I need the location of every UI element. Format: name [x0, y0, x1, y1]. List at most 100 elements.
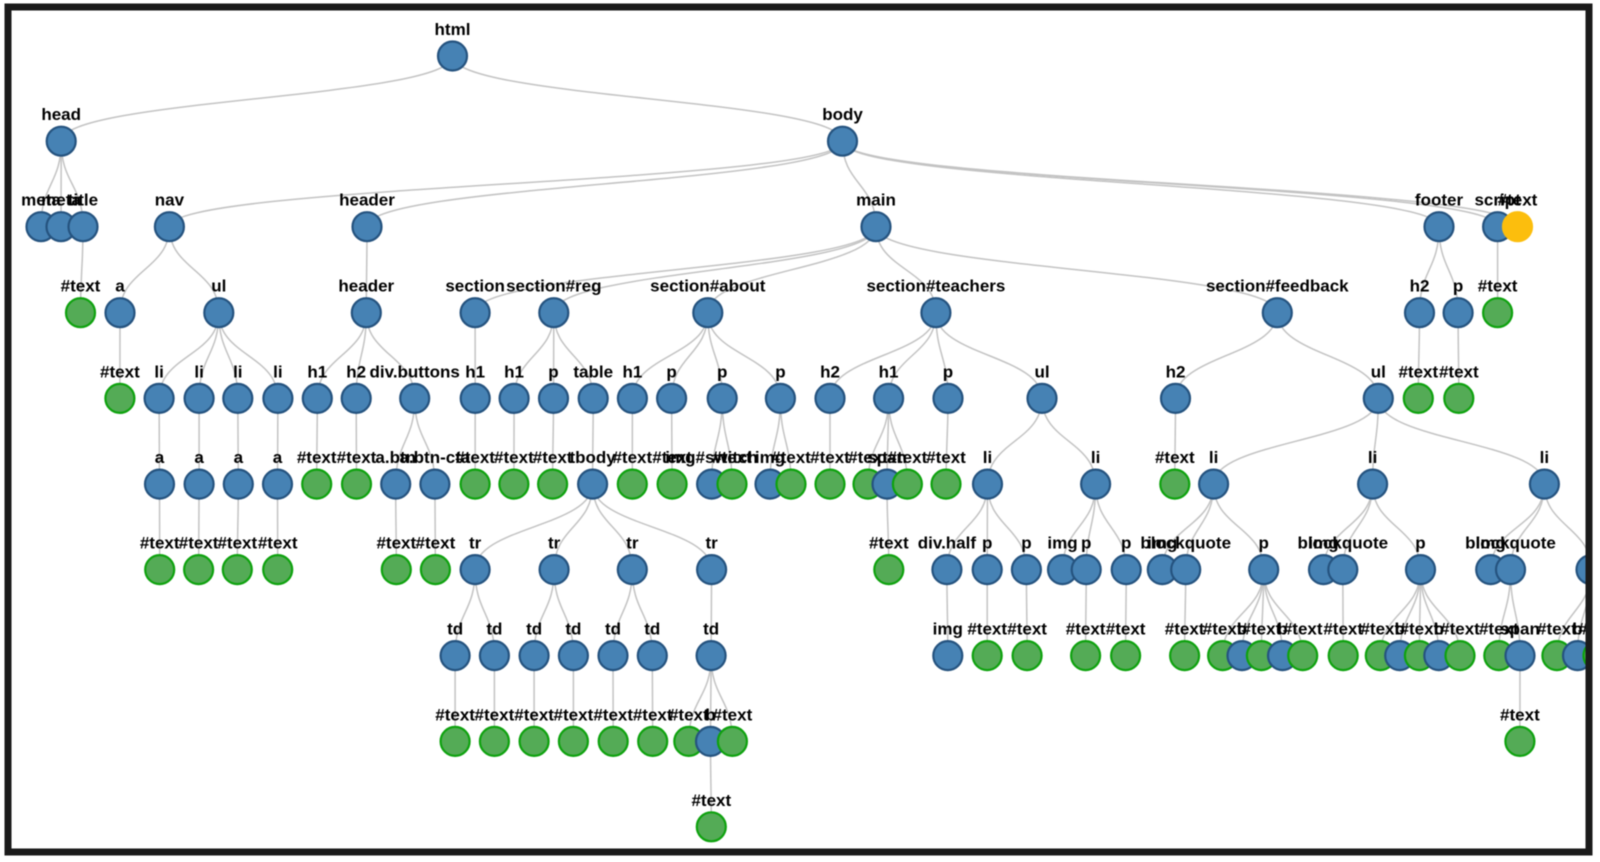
svg-text:head: head [41, 105, 81, 124]
svg-text:script: script [1474, 191, 1521, 210]
svg-text:section#reg: section#reg [506, 277, 601, 296]
svg-text:a: a [155, 448, 165, 467]
svg-text:#text: #text [1440, 620, 1480, 639]
svg-text:#text: #text [848, 448, 888, 467]
svg-text:#text: #text [771, 448, 811, 467]
svg-text:img: img [1308, 534, 1338, 553]
svg-text:#text: #text [1578, 620, 1600, 639]
svg-text:#text: #text [1398, 362, 1438, 381]
svg-text:p: p [982, 534, 992, 553]
svg-text:ul: ul [1371, 362, 1386, 381]
svg-text:b: b [705, 705, 715, 724]
svg-text:img#switch: img#switch [665, 448, 758, 467]
svg-text:blockquote: blockquote [1140, 534, 1231, 553]
svg-text:div.half: div.half [918, 534, 977, 553]
svg-text:td: td [605, 620, 621, 639]
svg-text:blockquote: blockquote [1465, 534, 1556, 553]
svg-text:#text: #text [612, 448, 652, 467]
svg-text:#text: #text [1498, 191, 1538, 210]
svg-text:a.btn-cta: a.btn-cta [399, 448, 470, 467]
svg-text:li: li [983, 448, 992, 467]
svg-text:tr: tr [626, 534, 639, 553]
svg-text:p: p [548, 362, 558, 381]
svg-text:html: html [435, 20, 471, 39]
svg-text:section: section [445, 277, 505, 296]
svg-text:#text: #text [337, 448, 377, 467]
svg-text:li: li [154, 362, 163, 381]
svg-text:#text: #text [967, 620, 1007, 639]
svg-text:h1: h1 [465, 362, 485, 381]
svg-text:#text: #text [179, 534, 219, 553]
svg-text:td: td [486, 620, 502, 639]
svg-text:#text: #text [1400, 620, 1440, 639]
svg-text:img: img [1047, 534, 1077, 553]
svg-text:li: li [1209, 448, 1218, 467]
svg-text:h2: h2 [820, 362, 840, 381]
svg-text:main: main [856, 191, 896, 210]
svg-text:body: body [822, 105, 863, 124]
svg-text:#text: #text [926, 448, 966, 467]
svg-text:#text: #text [1537, 620, 1577, 639]
svg-text:ul: ul [211, 277, 226, 296]
svg-text:nav: nav [155, 191, 185, 210]
svg-text:h1: h1 [307, 362, 327, 381]
svg-text:span: span [1500, 620, 1540, 639]
svg-text:#text: #text [1283, 620, 1323, 639]
svg-text:li: li [194, 362, 203, 381]
svg-text:#text: #text [1360, 620, 1400, 639]
svg-text:h1: h1 [504, 362, 524, 381]
svg-text:#text: #text [691, 791, 731, 810]
svg-text:table: table [573, 362, 613, 381]
svg-text:#text: #text [140, 534, 180, 553]
svg-text:meta: meta [21, 191, 61, 210]
svg-text:p: p [1453, 277, 1463, 296]
svg-text:tr: tr [469, 534, 482, 553]
svg-text:#text: #text [554, 705, 594, 724]
svg-text:#text: #text [713, 705, 753, 724]
svg-text:#text: #text [100, 362, 140, 381]
svg-text:#text: #text [1323, 620, 1363, 639]
svg-text:h1: h1 [622, 362, 642, 381]
svg-text:#text: #text [1066, 620, 1106, 639]
svg-text:#text: #text [1439, 362, 1479, 381]
svg-text:a: a [234, 448, 244, 467]
svg-text:header: header [338, 277, 394, 296]
svg-text:#text: #text [652, 448, 692, 467]
svg-text:#text: #text [533, 448, 573, 467]
svg-text:b: b [1434, 620, 1444, 639]
svg-text:b: b [1277, 620, 1287, 639]
svg-text:#text: #text [217, 534, 257, 553]
svg-text:#text: #text [1155, 448, 1195, 467]
svg-text:#text: #text [435, 705, 475, 724]
svg-text:#text: #text [475, 705, 515, 724]
svg-text:#text: #text [494, 448, 534, 467]
svg-text:#text: #text [61, 277, 101, 296]
svg-text:a: a [115, 277, 125, 296]
svg-text:#text: #text [593, 705, 633, 724]
svg-text:#text: #text [1106, 620, 1146, 639]
svg-text:header: header [339, 191, 395, 210]
svg-text:h2: h2 [1410, 277, 1430, 296]
svg-text:a: a [194, 448, 204, 467]
svg-text:td: td [703, 620, 719, 639]
svg-text:h1: h1 [879, 362, 899, 381]
svg-text:p: p [1081, 534, 1091, 553]
svg-text:div.buttons: div.buttons [370, 362, 460, 381]
svg-text:span: span [867, 448, 907, 467]
svg-text:td: td [447, 620, 463, 639]
svg-text:p: p [666, 362, 676, 381]
svg-text:h2: h2 [346, 362, 366, 381]
svg-text:p: p [1121, 534, 1131, 553]
svg-text:#text: #text [633, 705, 673, 724]
svg-text:#text: #text [455, 448, 495, 467]
svg-text:p: p [943, 362, 953, 381]
svg-text:meta: meta [41, 191, 81, 210]
svg-text:li: li [1368, 448, 1377, 467]
svg-text:#text: #text [712, 448, 752, 467]
svg-text:#text: #text [1478, 277, 1518, 296]
svg-text:b: b [1395, 620, 1405, 639]
svg-text:#text: #text [669, 705, 709, 724]
svg-text:li: li [1540, 448, 1549, 467]
svg-text:title: title [68, 191, 98, 210]
svg-text:img: img [755, 448, 785, 467]
